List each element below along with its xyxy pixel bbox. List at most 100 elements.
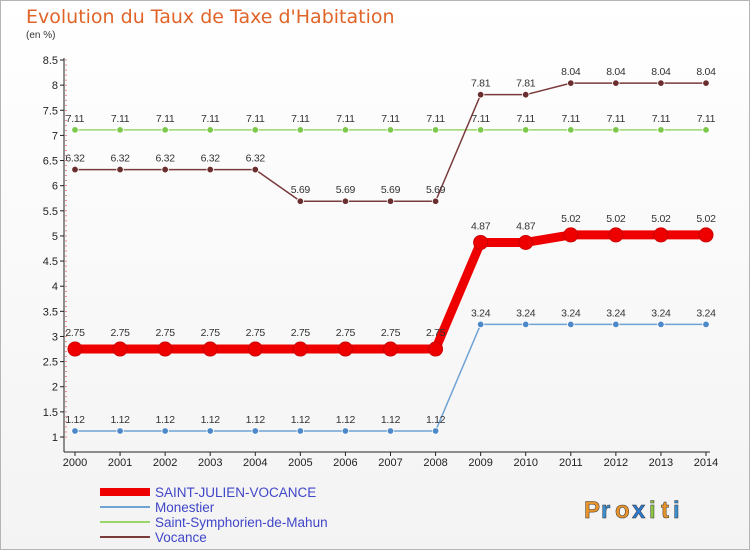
- data-label: 4.87: [516, 220, 536, 232]
- data-label: 3.24: [471, 307, 491, 319]
- data-label: 8.04: [606, 66, 626, 78]
- data-point: [522, 90, 530, 99]
- data-point: [522, 320, 530, 329]
- y-tick-label: 1: [52, 432, 58, 444]
- data-label: 7.11: [156, 113, 175, 125]
- data-label: 2.75: [246, 327, 266, 339]
- logo-letter: r: [601, 497, 610, 524]
- data-label: 7.11: [66, 113, 85, 125]
- data-label: 1.12: [381, 414, 401, 426]
- legend: SAINT-JULIEN-VOCANCEMonestierSaint-Symph…: [100, 485, 328, 545]
- data-label: 5.69: [291, 184, 311, 196]
- x-tick-label: 2009: [468, 457, 492, 469]
- y-tick-label: 8.5: [43, 55, 58, 67]
- y-tick-label: 5.5: [43, 206, 58, 218]
- legend-label: Monestier: [155, 500, 215, 515]
- data-label: 5.69: [426, 184, 446, 196]
- data-point: [337, 341, 353, 357]
- data-point: [653, 227, 669, 243]
- data-point: [251, 126, 259, 134]
- data-point: [473, 234, 489, 250]
- data-label: 2.75: [201, 327, 221, 339]
- data-label: 6.32: [246, 153, 266, 165]
- data-point: [612, 320, 620, 329]
- y-tick-label: 7: [52, 130, 58, 142]
- x-tick-label: 2003: [198, 457, 222, 469]
- data-point: [518, 234, 534, 250]
- data-point: [431, 197, 440, 205]
- data-point: [341, 126, 350, 134]
- data-label: 8.04: [561, 66, 581, 78]
- data-label: 7.11: [516, 113, 535, 125]
- data-point: [71, 126, 79, 134]
- y-tick-label: 4: [52, 281, 58, 293]
- data-point: [431, 126, 440, 134]
- y-tick-label: 5: [52, 231, 58, 243]
- data-label: 3.24: [561, 307, 581, 319]
- data-label: 3.24: [606, 307, 626, 319]
- data-label: 2.75: [110, 327, 130, 339]
- data-label: 7.11: [471, 113, 490, 125]
- series-lines: [67, 79, 714, 435]
- data-label: 5.69: [336, 184, 356, 196]
- data-label: 3.24: [516, 307, 536, 319]
- data-label: 1.12: [336, 414, 356, 426]
- legend-label: SAINT-JULIEN-VOCANCE: [155, 485, 316, 500]
- data-point: [206, 427, 214, 435]
- data-point: [522, 126, 530, 134]
- data-point: [657, 79, 665, 87]
- data-label: 1.12: [201, 414, 221, 426]
- x-tick-label: 2007: [378, 457, 402, 469]
- legend-label: Saint-Symphorien-de-Mahun: [155, 515, 328, 530]
- data-point: [386, 126, 395, 134]
- y-tick-label: 3.5: [43, 306, 58, 318]
- y-tick-label: 6.5: [43, 156, 58, 168]
- data-label: 7.11: [426, 113, 445, 125]
- logo-letter: i: [649, 497, 656, 524]
- data-point: [702, 126, 710, 134]
- data-point: [296, 126, 305, 134]
- point-labels: 7.11 7.11 7.11 7.11 7.11 7.11 7.11 7.11 7.11 7.11…: [65, 66, 716, 426]
- logo-letter: i: [673, 497, 680, 524]
- data-label: 5.02: [561, 213, 581, 225]
- x-tick-label: 2004: [243, 457, 267, 469]
- x-tick-label: 2012: [604, 457, 628, 469]
- data-point: [116, 165, 124, 174]
- data-point: [206, 126, 214, 134]
- data-point: [296, 197, 305, 205]
- data-point: [116, 427, 124, 435]
- data-point: [567, 320, 575, 329]
- data-point: [296, 427, 305, 435]
- data-label: 3.24: [651, 307, 671, 319]
- chart-subtitle: (en %): [26, 30, 56, 41]
- logo-letter: x: [632, 497, 646, 524]
- y-tick-label: 8: [52, 80, 58, 92]
- data-point: [161, 126, 169, 134]
- data-label: 7.81: [516, 78, 536, 90]
- legend-label: Vocance: [155, 530, 207, 545]
- data-label: 7.11: [111, 113, 130, 125]
- data-point: [567, 79, 575, 87]
- data-label: 7.11: [697, 113, 716, 125]
- data-point: [476, 90, 485, 99]
- y-tick-label: 4.5: [43, 256, 58, 268]
- x-tick-label: 2008: [423, 457, 447, 469]
- y-tick-label: 7.5: [43, 105, 58, 117]
- data-point: [112, 341, 128, 357]
- data-label: 1.12: [246, 414, 266, 426]
- data-label: 1.12: [65, 414, 85, 426]
- data-label: 5.69: [381, 184, 401, 196]
- data-label: 6.32: [156, 153, 176, 165]
- data-point: [161, 427, 169, 435]
- data-point: [476, 320, 485, 329]
- data-point: [71, 165, 79, 174]
- x-tick-label: 2013: [649, 457, 673, 469]
- x-tick-label: 2010: [513, 457, 537, 469]
- data-label: 2.75: [336, 327, 356, 339]
- data-label: 1.12: [291, 414, 311, 426]
- data-point: [386, 197, 395, 205]
- logo-letter: o: [615, 497, 630, 524]
- x-tick-label: 2011: [559, 457, 583, 469]
